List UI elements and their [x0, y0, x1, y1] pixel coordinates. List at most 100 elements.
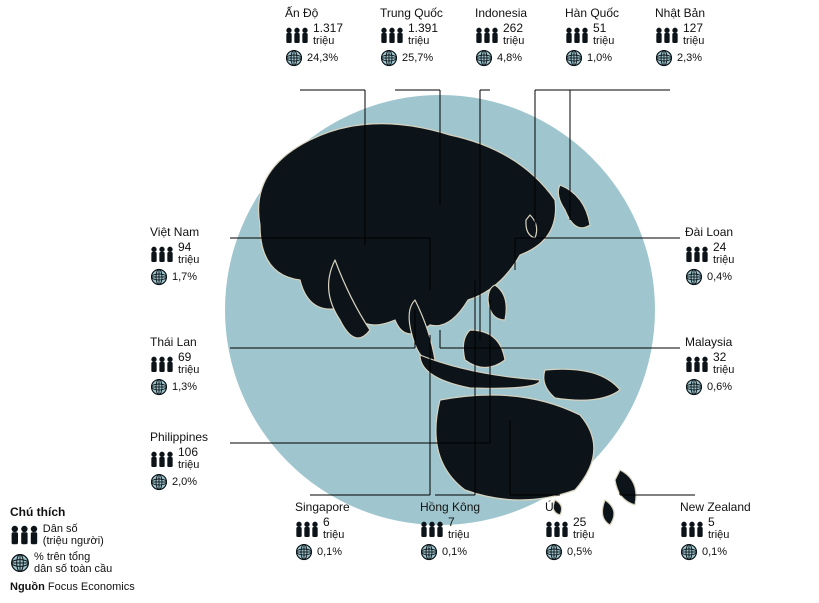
legend-title: Chú thích [10, 505, 210, 519]
people-icon [420, 521, 444, 537]
callout-taiwan: Đài Loan 24triệu 0,4% [685, 225, 780, 286]
country-name: Ấn Độ [285, 6, 380, 20]
globe-icon [150, 378, 168, 396]
percent-row: 0,1% [680, 543, 775, 561]
percent-value: 1,3% [172, 381, 197, 393]
percent-value: 0,6% [707, 381, 732, 393]
country-name: Singapore [295, 500, 390, 514]
population-row: 6triệu [295, 516, 390, 541]
population-row: 106triệu [150, 446, 245, 471]
population-row: 7triệu [420, 516, 515, 541]
percent-row: 1,7% [150, 268, 245, 286]
percent-value: 1,0% [587, 52, 612, 64]
population-row: 94triệu [150, 241, 245, 266]
percent-row: 24,3% [285, 49, 380, 67]
population-value: 69triệu [178, 351, 199, 376]
population-value: 262triệu [503, 22, 524, 47]
people-icon [150, 356, 174, 372]
population-value: 32triệu [713, 351, 734, 376]
percent-value: 0,1% [442, 546, 467, 558]
percent-row: 1,0% [565, 49, 660, 67]
population-row: 69triệu [150, 351, 245, 376]
population-value: 1.317triệu [313, 22, 343, 47]
callout-japan: Nhật Bản 127triệu 2,3% [655, 6, 750, 67]
callout-thailand: Thái Lan 69triệu 1,3% [150, 335, 245, 396]
population-value: 94triệu [178, 241, 199, 266]
people-icon [285, 27, 309, 43]
percent-value: 4,8% [497, 52, 522, 64]
population-row: 25triệu [545, 516, 640, 541]
country-name: Philippines [150, 430, 245, 444]
source-label: Nguồn [10, 581, 45, 593]
percent-row: 0,5% [545, 543, 640, 561]
people-icon [565, 27, 589, 43]
globe-icon [295, 543, 313, 561]
globe-icon [565, 49, 583, 67]
percent-value: 25,7% [402, 52, 433, 64]
legend-item-percent: % trên tổngdân số toàn cầu [10, 551, 210, 575]
country-name: Úc [545, 500, 640, 514]
globe-icon [680, 543, 698, 561]
population-row: 127triệu [655, 22, 750, 47]
people-icon [680, 521, 704, 537]
globe-icon [150, 473, 168, 491]
country-name: Trung Quốc [380, 6, 475, 20]
callout-australia: Úc 25triệu 0,5% [545, 500, 640, 561]
country-name: Hồng Kông [420, 500, 515, 514]
population-row: 51triệu [565, 22, 660, 47]
percent-value: 2,3% [677, 52, 702, 64]
population-value: 7triệu [448, 516, 469, 541]
callout-singapore: Singapore 6triệu 0,1% [295, 500, 390, 561]
globe-icon [10, 553, 30, 573]
country-name: Hàn Quốc [565, 6, 660, 20]
country-name: Đài Loan [685, 225, 780, 239]
callout-indonesia: Indonesia 262triệu 4,8% [475, 6, 570, 67]
legend: Chú thích Dân số(triệu người) % trên tổn… [10, 505, 210, 593]
percent-value: 0,1% [702, 546, 727, 558]
percent-value: 2,0% [172, 476, 197, 488]
globe-icon [380, 49, 398, 67]
country-name: Việt Nam [150, 225, 245, 239]
country-name: Indonesia [475, 6, 570, 20]
population-value: 106triệu [178, 446, 199, 471]
people-icon [380, 27, 404, 43]
percent-row: 0,6% [685, 378, 780, 396]
callout-hongkong: Hồng Kông 7triệu 0,1% [420, 500, 515, 561]
country-name: Malaysia [685, 335, 780, 349]
callout-philippines: Philippines 106triệu 2,0% [150, 430, 245, 491]
percent-value: 0,5% [567, 546, 592, 558]
population-row: 262triệu [475, 22, 570, 47]
callout-india: Ấn Độ 1.317triệu 24,3% [285, 6, 380, 67]
people-icon [150, 451, 174, 467]
callout-vietnam: Việt Nam 94triệu 1,7% [150, 225, 245, 286]
globe-icon [545, 543, 563, 561]
people-icon [295, 521, 319, 537]
people-icon [150, 246, 174, 262]
percent-row: 1,3% [150, 378, 245, 396]
percent-row: 4,8% [475, 49, 570, 67]
people-icon [475, 27, 499, 43]
population-value: 1.391triệu [408, 22, 438, 47]
population-value: 25triệu [573, 516, 594, 541]
percent-row: 0,4% [685, 268, 780, 286]
legend-population-label: Dân số(triệu người) [43, 523, 104, 547]
percent-row: 2,3% [655, 49, 750, 67]
percent-value: 0,1% [317, 546, 342, 558]
population-row: 32triệu [685, 351, 780, 376]
legend-item-population: Dân số(triệu người) [10, 523, 210, 547]
source-value: Focus Economics [48, 581, 135, 593]
globe-icon [285, 49, 303, 67]
globe-icon [420, 543, 438, 561]
people-icon [685, 356, 709, 372]
legend-source: Nguồn Focus Economics [10, 581, 210, 593]
percent-row: 25,7% [380, 49, 475, 67]
population-value: 51triệu [593, 22, 614, 47]
population-row: 5triệu [680, 516, 775, 541]
percent-value: 0,4% [707, 271, 732, 283]
callout-malaysia: Malaysia 32triệu 0,6% [685, 335, 780, 396]
people-icon [655, 27, 679, 43]
population-row: 1.391triệu [380, 22, 475, 47]
percent-value: 1,7% [172, 271, 197, 283]
population-row: 1.317triệu [285, 22, 380, 47]
population-row: 24triệu [685, 241, 780, 266]
